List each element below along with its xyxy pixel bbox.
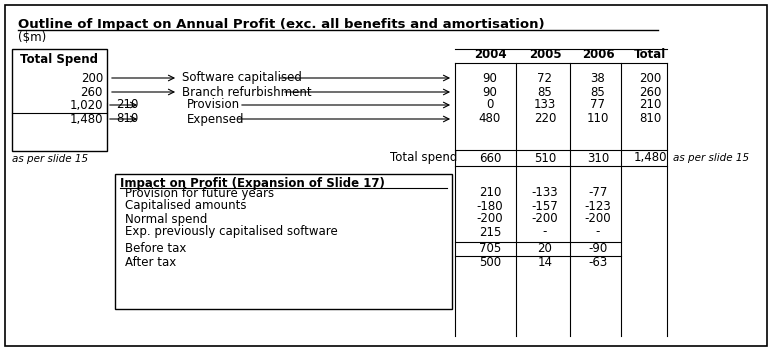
Text: 14: 14 [537, 257, 553, 270]
Text: 510: 510 [534, 152, 556, 165]
Text: 0: 0 [486, 99, 493, 112]
Text: 90: 90 [482, 72, 497, 85]
Text: 85: 85 [591, 86, 605, 99]
Text: 500: 500 [479, 257, 501, 270]
Text: Provision: Provision [187, 99, 240, 112]
Text: 260: 260 [638, 86, 661, 99]
Text: 1,480: 1,480 [69, 113, 103, 126]
Text: 110: 110 [587, 113, 609, 126]
Text: Branch refurbishment: Branch refurbishment [182, 86, 312, 99]
Text: 215: 215 [479, 225, 501, 238]
Text: Capitalised amounts: Capitalised amounts [125, 199, 246, 212]
Text: ($m): ($m) [18, 31, 46, 44]
Text: -133: -133 [532, 186, 558, 199]
Text: as per slide 15: as per slide 15 [12, 154, 88, 164]
Text: -: - [543, 225, 547, 238]
Text: 72: 72 [537, 72, 553, 85]
Text: 38: 38 [591, 72, 605, 85]
Text: -200: -200 [584, 212, 611, 225]
Text: 210: 210 [638, 99, 661, 112]
Text: 200: 200 [639, 72, 661, 85]
Text: -200: -200 [532, 212, 558, 225]
Text: as per slide 15: as per slide 15 [673, 153, 749, 163]
Text: 90: 90 [482, 86, 497, 99]
Text: 210: 210 [479, 186, 501, 199]
FancyBboxPatch shape [12, 49, 107, 151]
Text: 2005: 2005 [529, 48, 561, 61]
Text: 85: 85 [537, 86, 553, 99]
Text: -63: -63 [588, 257, 608, 270]
Text: Software capitalised: Software capitalised [182, 72, 302, 85]
Text: 20: 20 [537, 243, 553, 256]
FancyBboxPatch shape [115, 174, 452, 309]
Text: 77: 77 [591, 99, 605, 112]
Text: -: - [596, 225, 600, 238]
Text: 705: 705 [479, 243, 501, 256]
Text: -200: -200 [476, 212, 503, 225]
Text: 810: 810 [117, 113, 139, 126]
Text: Provision for future years: Provision for future years [125, 186, 274, 199]
Text: 660: 660 [479, 152, 501, 165]
Text: 310: 310 [587, 152, 609, 165]
Text: 810: 810 [639, 113, 661, 126]
Text: 133: 133 [534, 99, 556, 112]
Text: 1,020: 1,020 [69, 99, 103, 112]
Text: Normal spend: Normal spend [125, 212, 208, 225]
Text: Outline of Impact on Annual Profit (exc. all benefits and amortisation): Outline of Impact on Annual Profit (exc.… [18, 18, 544, 31]
Text: Total Spend: Total Spend [21, 53, 99, 66]
Text: -77: -77 [588, 186, 608, 199]
Text: 200: 200 [81, 72, 103, 85]
Text: 210: 210 [117, 99, 139, 112]
Text: 480: 480 [479, 113, 501, 126]
Text: 260: 260 [80, 86, 103, 99]
Text: 220: 220 [533, 113, 556, 126]
Text: -90: -90 [588, 243, 608, 256]
Text: Exp. previously capitalised software: Exp. previously capitalised software [125, 225, 338, 238]
Text: Impact on Profit (Expansion of Slide 17): Impact on Profit (Expansion of Slide 17) [120, 177, 385, 190]
FancyBboxPatch shape [5, 5, 767, 346]
Text: 2004: 2004 [474, 48, 506, 61]
Text: Expensed: Expensed [187, 113, 245, 126]
Text: Before tax: Before tax [125, 243, 186, 256]
Text: -157: -157 [532, 199, 558, 212]
Text: -123: -123 [584, 199, 611, 212]
Text: Total spend: Total spend [390, 152, 457, 165]
Text: After tax: After tax [125, 257, 176, 270]
Text: Total: Total [634, 48, 666, 61]
Text: 1,480: 1,480 [633, 152, 667, 165]
Text: -180: -180 [476, 199, 503, 212]
Text: 2006: 2006 [581, 48, 615, 61]
